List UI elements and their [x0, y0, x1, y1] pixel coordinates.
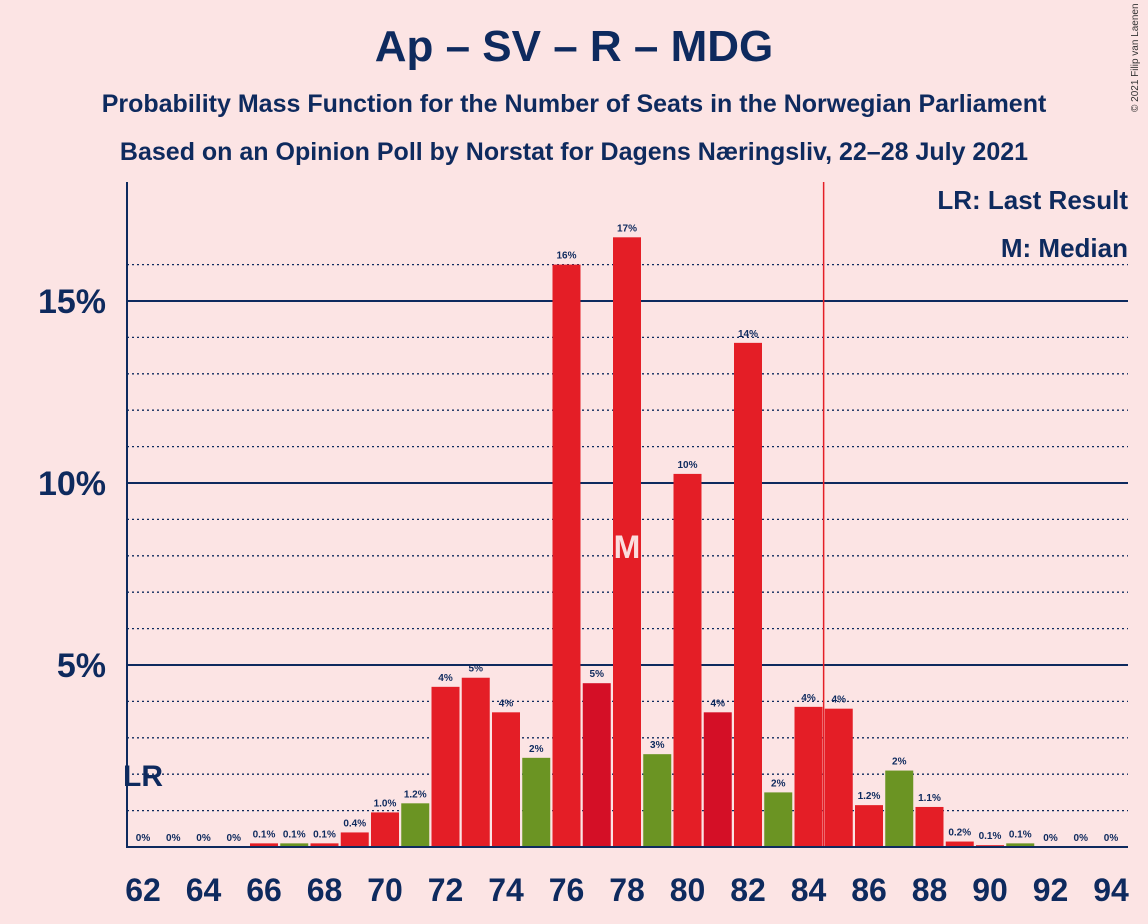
legend-median: M: Median	[1001, 233, 1128, 263]
chart-subtitle: Probability Mass Function for the Number…	[101, 90, 1047, 118]
x-tick-label: 90	[972, 872, 1008, 908]
bar-label-seat-64: 0%	[196, 833, 211, 844]
bar-label-seat-69: 0.4%	[343, 818, 366, 829]
x-tick-label: 82	[730, 872, 766, 908]
bar-seat-85	[824, 708, 853, 847]
bar-seat-87	[885, 770, 914, 847]
bar-label-seat-84: 4%	[801, 693, 816, 704]
bar-seat-70	[371, 812, 399, 847]
bar-label-seat-65: 0%	[227, 833, 242, 844]
bar-label-seat-93: 0%	[1074, 833, 1089, 844]
bar-label-seat-79: 3%	[650, 740, 665, 751]
bar-label-seat-87: 2%	[892, 757, 907, 768]
y-tick-label: 15%	[38, 283, 106, 321]
x-tick-label: 84	[791, 872, 827, 908]
bar-seat-72	[431, 686, 460, 847]
bar-seat-86	[855, 805, 883, 847]
x-tick-label: 74	[488, 872, 524, 908]
bar-seat-78	[613, 237, 641, 848]
y-tick-label: 5%	[57, 647, 106, 685]
x-tick-label: 86	[851, 872, 887, 908]
bar-seat-67	[280, 843, 309, 847]
bar-label-seat-82: 14%	[738, 329, 758, 340]
bar-seat-84	[794, 706, 823, 847]
bar-label-seat-70: 1.0%	[374, 798, 397, 809]
bar-label-seat-62: 0%	[136, 833, 151, 844]
last-result-marker: LR	[123, 760, 163, 793]
bar-label-seat-74: 4%	[499, 698, 514, 709]
x-tick-label: 62	[125, 872, 161, 908]
chart-title: Ap – SV – R – MDG	[374, 22, 774, 71]
bar-label-seat-90: 0.1%	[979, 831, 1002, 842]
y-tick-label: 10%	[38, 465, 106, 503]
bar-label-seat-80: 10%	[677, 460, 697, 471]
bar-seat-71	[401, 803, 430, 847]
legend-last-result: LR: Last Result	[937, 185, 1128, 215]
x-tick-label: 66	[246, 872, 282, 908]
bar-seat-79	[643, 754, 672, 847]
x-tick-label: 70	[367, 872, 403, 908]
bar-seat-74	[492, 712, 520, 847]
bar-label-seat-71: 1.2%	[404, 789, 427, 800]
bar-seat-75	[522, 757, 551, 847]
bar-seat-66	[250, 843, 278, 847]
bars	[250, 182, 1035, 848]
bar-seat-82	[734, 342, 762, 847]
x-tick-label: 72	[428, 872, 464, 908]
bar-label-seat-75: 2%	[529, 744, 544, 755]
x-tick-label: 64	[186, 872, 222, 908]
median-marker: M	[614, 529, 641, 565]
bar-label-seat-88: 1.1%	[918, 793, 941, 804]
bar-label-seat-77: 5%	[590, 669, 605, 680]
bar-label-seat-86: 1.2%	[858, 791, 881, 802]
bar-seat-77	[582, 683, 611, 847]
bar-seat-68	[310, 843, 339, 847]
bar-label-seat-72: 4%	[438, 673, 453, 684]
x-tick-label: 80	[670, 872, 706, 908]
bar-seat-81	[703, 712, 732, 847]
bar-label-seat-73: 5%	[469, 664, 484, 675]
x-tick-label: 76	[549, 872, 585, 908]
bar-seat-89	[945, 841, 974, 847]
bar-label-seat-94: 0%	[1104, 833, 1119, 844]
bar-seat-80	[673, 473, 702, 847]
bar-seat-76	[552, 264, 581, 848]
bar-seat-88	[915, 806, 944, 847]
bar-label-seat-66: 0.1%	[253, 829, 276, 840]
bar-label-seat-91: 0.1%	[1009, 829, 1032, 840]
x-tick-label: 94	[1093, 872, 1129, 908]
x-tick-label: 78	[609, 872, 645, 908]
bar-label-seat-89: 0.2%	[948, 828, 971, 839]
bar-label-seat-83: 2%	[771, 778, 786, 789]
bar-label-seat-92: 0%	[1043, 833, 1058, 844]
bar-label-seat-85: 4%	[832, 695, 847, 706]
x-tick-label: 88	[912, 872, 948, 908]
x-tick-label: 68	[307, 872, 343, 908]
bar-label-seat-81: 4%	[711, 698, 726, 709]
bar-labels: 0% 0% 0% 0% 0.1% 0.1% 0.1% 0.4% 1.0% 1.2% 4% 5% 4% 2%…	[136, 223, 1119, 844]
bar-seat-91	[1006, 843, 1035, 847]
bar-label-seat-78: 17%	[617, 223, 637, 234]
bar-label-seat-67: 0.1%	[283, 829, 306, 840]
chart-subtitle-source: Based on an Opinion Poll by Norstat for …	[119, 138, 1029, 166]
bar-seat-83	[764, 792, 793, 847]
bar-seat-69	[340, 832, 369, 847]
bar-label-seat-76: 16%	[556, 251, 576, 262]
bar-label-seat-68: 0.1%	[313, 829, 336, 840]
axes: 5% 10% 15% 62 64 66 68 70 72 74 76 78 80 82 84 86 88 90 92…	[38, 182, 1129, 908]
bar-label-seat-63: 0%	[166, 833, 181, 844]
x-tick-label: 92	[1033, 872, 1069, 908]
bar-seat-73	[461, 677, 490, 847]
